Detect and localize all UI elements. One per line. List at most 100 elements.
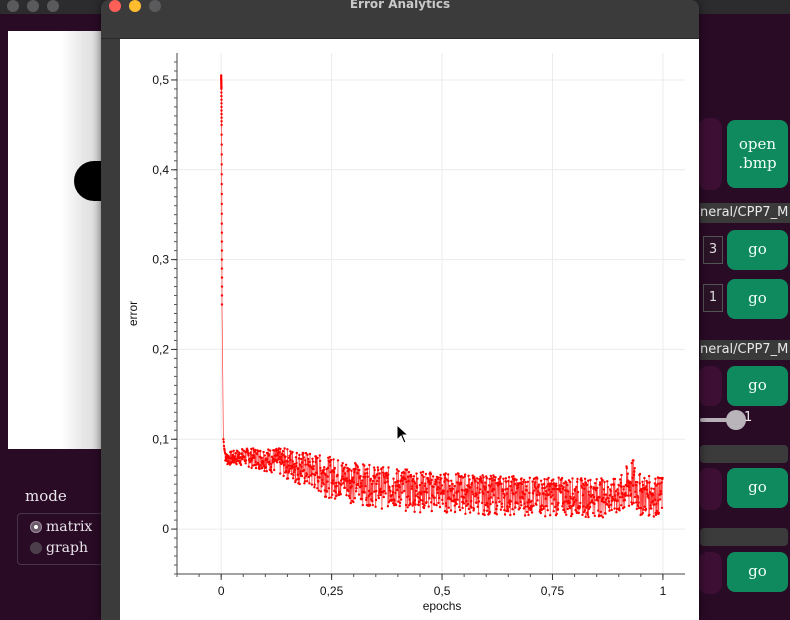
window-titlebar[interactable]: Error Analytics <box>101 0 699 39</box>
zoom-window-button[interactable] <box>47 0 59 12</box>
error-data-point <box>588 493 591 496</box>
error-data-point <box>500 482 503 485</box>
error-data-point <box>300 474 304 478</box>
minimize-window-button[interactable] <box>27 0 39 12</box>
slider-handle[interactable] <box>726 410 746 430</box>
error-data-point <box>286 460 289 463</box>
error-data-point <box>630 503 634 506</box>
error-data-point <box>640 488 643 491</box>
error-data-point <box>308 482 311 485</box>
error-data-point <box>446 510 449 513</box>
error-data-point <box>593 482 597 485</box>
error-data-point <box>562 482 566 485</box>
error-data-point <box>282 474 285 478</box>
error-data-point <box>520 477 523 480</box>
error-data-point <box>360 498 363 501</box>
error-data-point <box>596 499 600 502</box>
error-data-point <box>586 504 590 507</box>
error-data-point <box>329 464 332 467</box>
error-data-point <box>346 466 349 470</box>
error-data-point <box>588 502 591 505</box>
error-data-point <box>630 493 633 496</box>
error-data-point <box>251 464 255 467</box>
go-button[interactable]: go <box>727 230 788 270</box>
error-data-point <box>424 472 428 476</box>
error-data-point <box>632 473 636 477</box>
error-data-point <box>289 458 292 462</box>
error-data-point <box>328 455 331 459</box>
error-data-point <box>550 491 553 494</box>
error-data-point <box>514 491 518 494</box>
go-button[interactable]: go <box>727 468 788 508</box>
error-data-point <box>411 479 414 483</box>
error-data-point <box>348 468 351 471</box>
path-field[interactable]: neral/CPP7_M <box>700 340 790 360</box>
spin-box[interactable]: 1 <box>703 284 723 312</box>
go-button[interactable]: go <box>727 552 788 592</box>
error-data-point <box>604 498 607 501</box>
error-data-point <box>472 493 475 496</box>
error-data-point <box>506 507 509 511</box>
error-data-point <box>474 495 477 498</box>
minimize-window-button[interactable] <box>129 0 141 12</box>
error-data-point <box>512 493 515 496</box>
error-data-point <box>366 467 369 471</box>
error-data-point <box>514 506 517 509</box>
error-data-point <box>447 473 450 476</box>
slider-track[interactable] <box>700 418 736 422</box>
error-data-point <box>474 480 477 483</box>
error-data-point <box>276 453 279 457</box>
error-data-point <box>340 483 343 486</box>
error-data-point <box>302 451 305 455</box>
error-data-point <box>395 472 398 475</box>
zoom-window-button[interactable] <box>149 0 161 12</box>
error-data-point <box>641 480 644 483</box>
radio-selected-icon[interactable] <box>30 521 42 533</box>
error-data-point <box>645 488 649 491</box>
error-data-point <box>272 460 276 463</box>
spin-box[interactable]: 3 <box>703 236 723 264</box>
error-data-point <box>397 483 401 487</box>
open-bmp-button[interactable]: open .bmp <box>727 120 788 188</box>
error-data-point <box>542 505 546 508</box>
error-data-point <box>479 477 483 480</box>
error-data-point <box>429 472 433 476</box>
close-window-button[interactable] <box>109 0 121 12</box>
error-data-point <box>541 483 544 486</box>
error-data-point <box>530 511 534 514</box>
error-data-point <box>369 477 373 481</box>
error-data-point <box>311 457 314 460</box>
error-data-point <box>643 505 646 508</box>
error-data-point <box>571 477 574 480</box>
close-window-button[interactable] <box>7 0 19 12</box>
error-data-point <box>533 485 536 488</box>
error-data-point <box>293 466 296 469</box>
error-data-point <box>295 461 298 465</box>
path-field[interactable]: neral/CPP7_M <box>700 203 790 223</box>
mode-option-matrix[interactable]: matrix <box>30 519 92 535</box>
error-data-point <box>437 476 440 479</box>
error-data-point <box>382 466 385 469</box>
mode-option-graph[interactable]: graph <box>30 540 88 556</box>
go-button[interactable]: go <box>727 366 788 406</box>
decorative-panel <box>698 468 722 510</box>
error-data-point <box>327 487 331 490</box>
error-data-point <box>376 466 379 469</box>
radio-unselected-icon[interactable] <box>30 542 42 554</box>
error-data-point <box>421 470 425 474</box>
mode-option-label: matrix <box>46 519 93 535</box>
error-data-point <box>220 133 223 136</box>
error-data-point <box>524 505 527 508</box>
error-data-point <box>386 477 389 480</box>
error-data-point <box>282 454 285 457</box>
error-data-point <box>496 484 500 487</box>
error-data-point <box>404 503 408 507</box>
error-data-point <box>616 488 619 491</box>
go-button[interactable]: go <box>727 279 788 319</box>
error-data-point <box>448 487 452 490</box>
error-data-point <box>560 491 563 494</box>
error-data-point <box>259 464 262 467</box>
error-data-point <box>355 490 358 493</box>
error-data-point <box>650 507 653 510</box>
error-data-point <box>619 481 622 484</box>
